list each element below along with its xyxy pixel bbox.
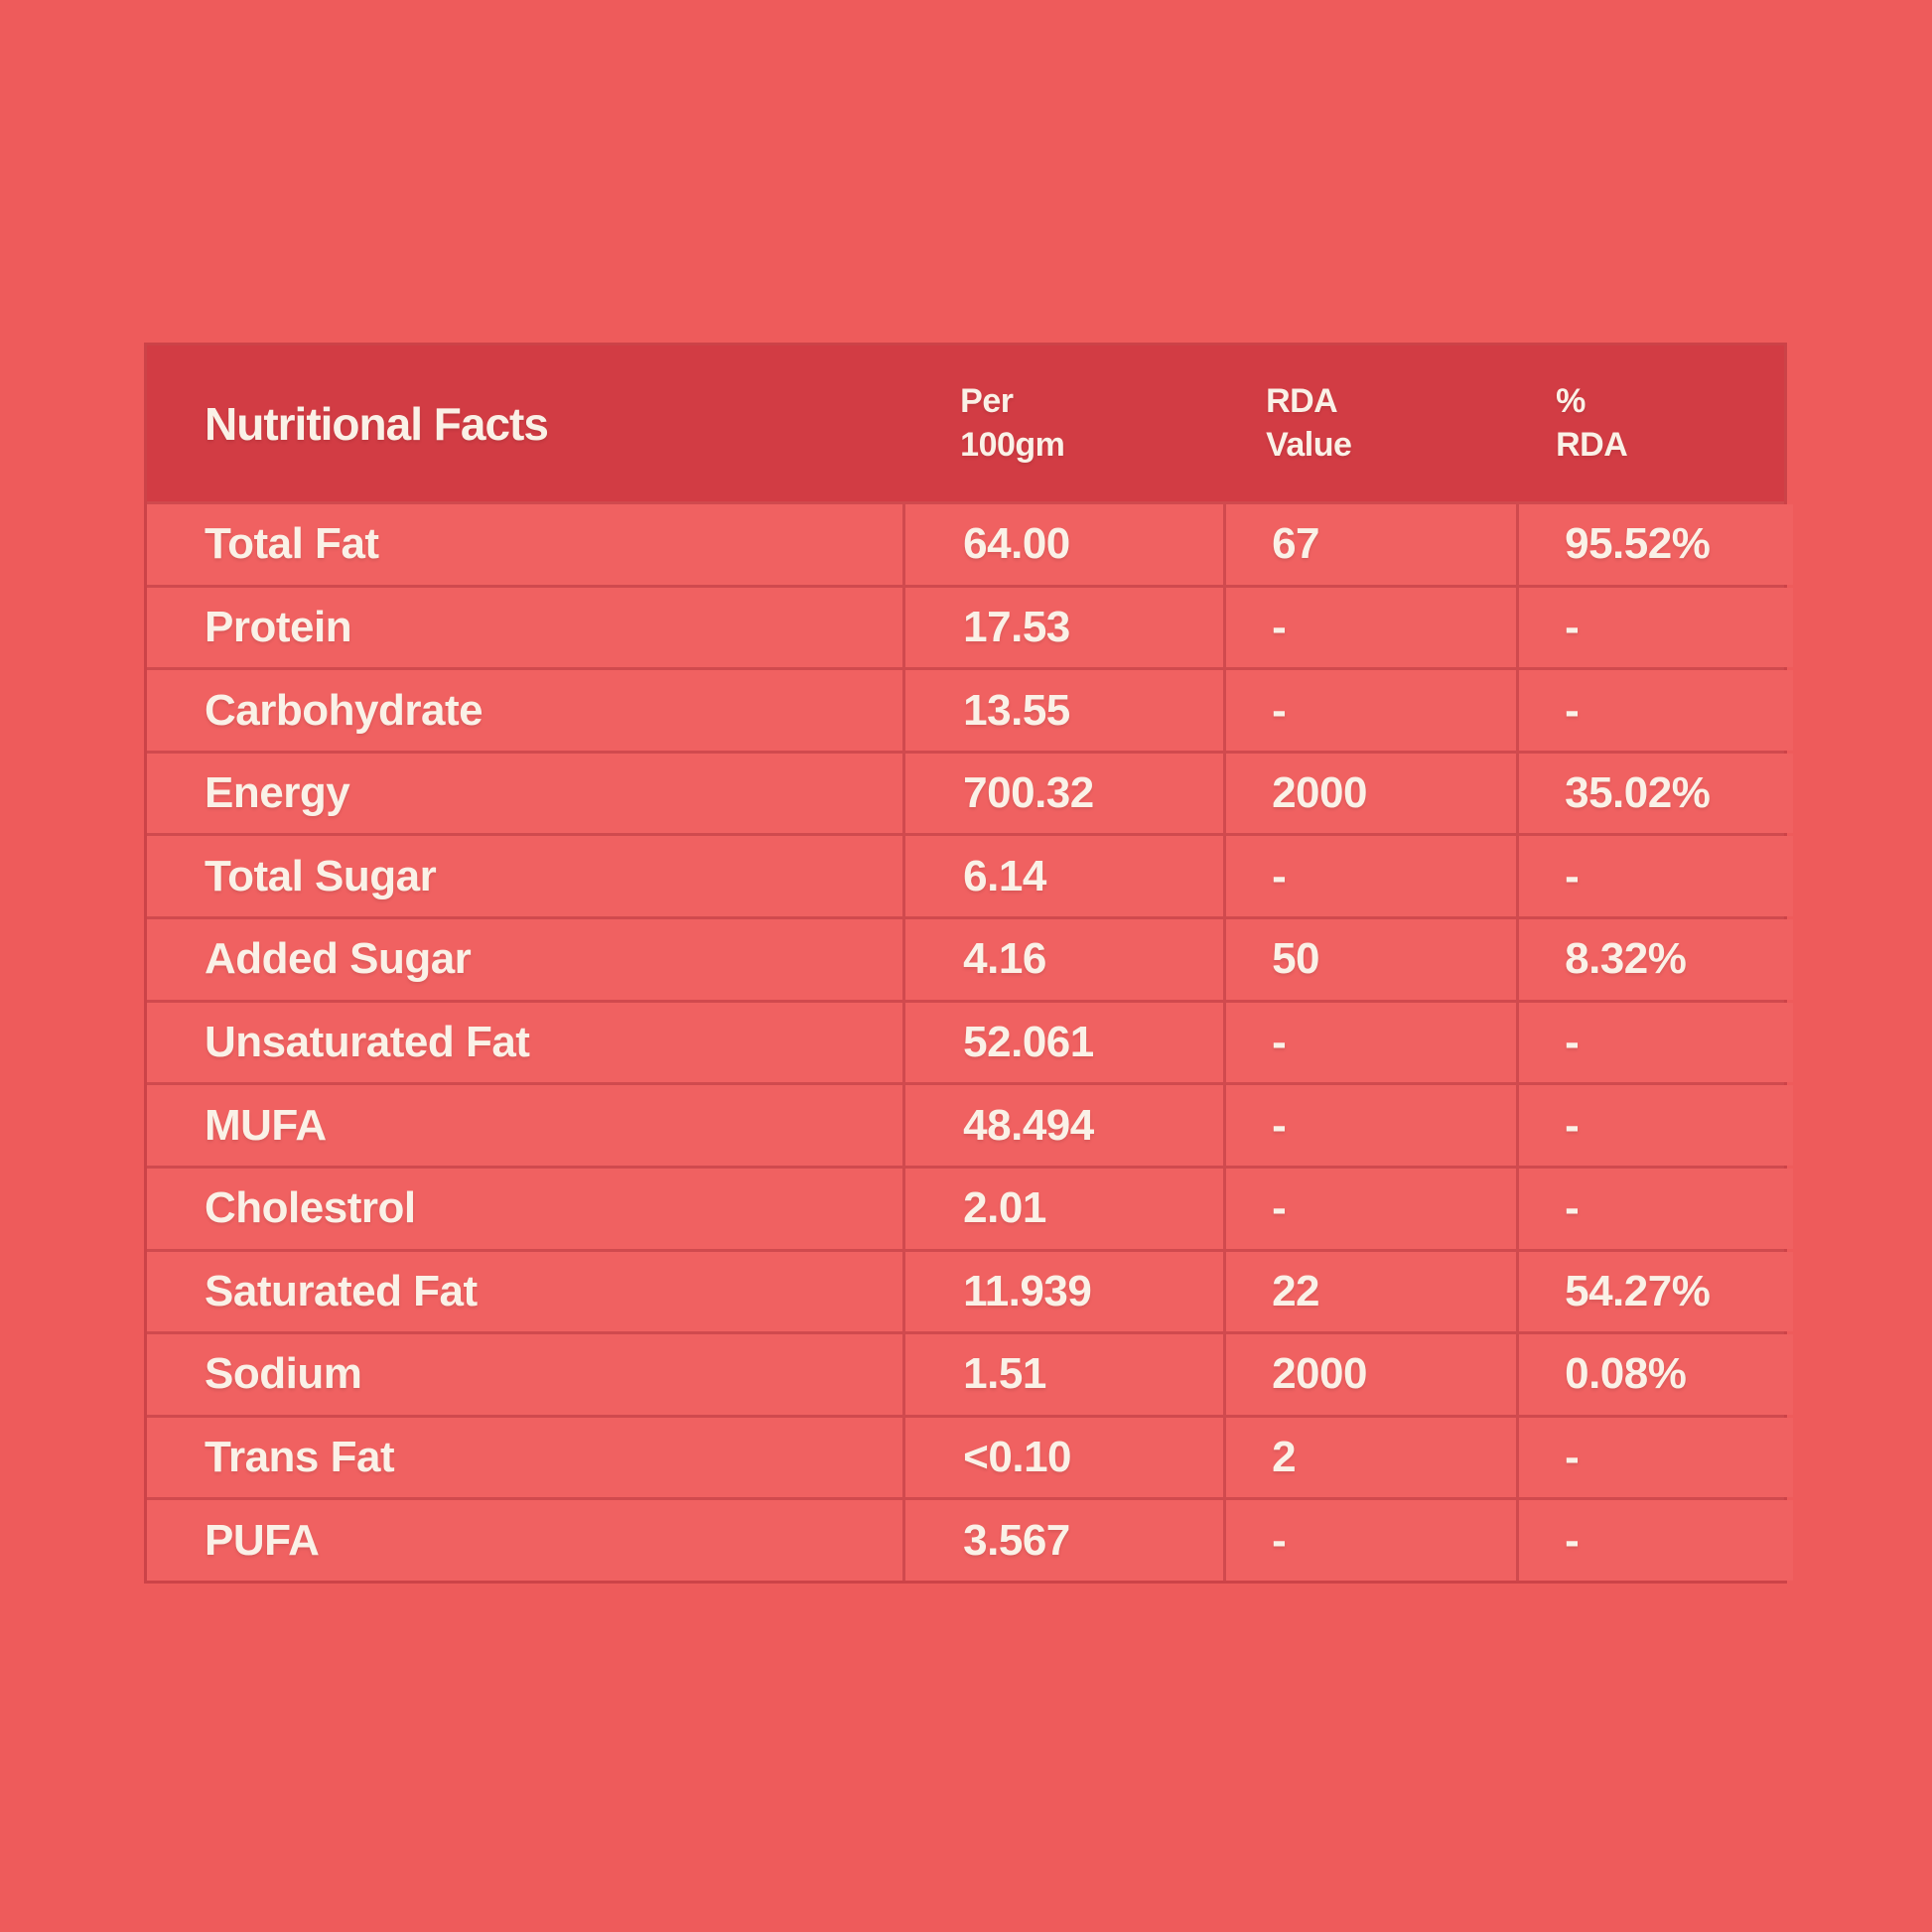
pct-rda-value: 8.32% <box>1519 919 1793 1000</box>
rda-value: - <box>1226 670 1517 751</box>
rda-value: 2000 <box>1226 753 1517 834</box>
pct-rda-value: - <box>1519 1500 1793 1581</box>
pct-rda-value: 95.52% <box>1519 504 1793 585</box>
column-header-line: Value <box>1266 425 1352 464</box>
column-header-rda-value: RDA Value <box>1220 345 1510 501</box>
rda-value: 67 <box>1226 504 1517 585</box>
pct-rda-value: - <box>1519 836 1793 917</box>
per-100gm-value: 2.01 <box>905 1168 1224 1249</box>
pct-rda-value: 35.02% <box>1519 753 1793 834</box>
rda-value: - <box>1226 1168 1517 1249</box>
column-header-line: RDA <box>1266 381 1338 420</box>
pct-rda-value: - <box>1519 587 1793 668</box>
row-label: Protein <box>147 587 903 668</box>
pct-rda-value: - <box>1519 1002 1793 1083</box>
column-header-per-100gm: Per 100gm <box>902 345 1220 501</box>
per-100gm-value: 13.55 <box>905 670 1224 751</box>
per-100gm-value: 11.939 <box>905 1251 1224 1332</box>
per-100gm-value: 64.00 <box>905 504 1224 585</box>
pct-rda-value: 54.27% <box>1519 1251 1793 1332</box>
rda-value: - <box>1226 836 1517 917</box>
per-100gm-value: 3.567 <box>905 1500 1224 1581</box>
row-label: Carbohydrate <box>147 670 903 751</box>
row-label: Sodium <box>147 1334 903 1415</box>
per-100gm-value: 6.14 <box>905 836 1224 917</box>
per-100gm-value: 4.16 <box>905 919 1224 1000</box>
row-label: Unsaturated Fat <box>147 1002 903 1083</box>
per-100gm-value: 48.494 <box>905 1085 1224 1166</box>
row-label: Added Sugar <box>147 919 903 1000</box>
table-title: Nutritional Facts <box>205 397 549 450</box>
nutrition-facts-table: Nutritional Facts Per 100gm RDA Value % … <box>144 343 1793 1584</box>
row-label: Saturated Fat <box>147 1251 903 1332</box>
per-100gm-value: 17.53 <box>905 587 1224 668</box>
per-100gm-value: 1.51 <box>905 1334 1224 1415</box>
column-header-pct-rda: % RDA <box>1510 345 1784 501</box>
rda-value: - <box>1226 1500 1517 1581</box>
pct-rda-value: - <box>1519 1085 1793 1166</box>
table-body: Total Fat 64.00 67 95.52% Protein 17.53 … <box>147 501 1793 1581</box>
rda-value: 50 <box>1226 919 1517 1000</box>
pct-rda-value: - <box>1519 1417 1793 1498</box>
rda-value: 22 <box>1226 1251 1517 1332</box>
per-100gm-value: <0.10 <box>905 1417 1224 1498</box>
column-header-line: 100gm <box>960 425 1065 464</box>
table-header-row: Nutritional Facts Per 100gm RDA Value % … <box>147 345 1784 501</box>
column-header-line: RDA <box>1556 425 1628 464</box>
row-label: Total Fat <box>147 504 903 585</box>
pct-rda-value: - <box>1519 670 1793 751</box>
rda-value: - <box>1226 587 1517 668</box>
pct-rda-value: - <box>1519 1168 1793 1249</box>
row-label: Trans Fat <box>147 1417 903 1498</box>
per-100gm-value: 52.061 <box>905 1002 1224 1083</box>
rda-value: - <box>1226 1002 1517 1083</box>
row-label: Total Sugar <box>147 836 903 917</box>
row-label: PUFA <box>147 1500 903 1581</box>
column-header-line: % <box>1556 381 1586 420</box>
row-label: Cholestrol <box>147 1168 903 1249</box>
pct-rda-value: 0.08% <box>1519 1334 1793 1415</box>
rda-value: - <box>1226 1085 1517 1166</box>
rda-value: 2 <box>1226 1417 1517 1498</box>
row-label: MUFA <box>147 1085 903 1166</box>
rda-value: 2000 <box>1226 1334 1517 1415</box>
per-100gm-value: 700.32 <box>905 753 1224 834</box>
row-label: Energy <box>147 753 903 834</box>
table-title-cell: Nutritional Facts <box>147 345 902 501</box>
column-header-line: Per <box>960 381 1014 420</box>
